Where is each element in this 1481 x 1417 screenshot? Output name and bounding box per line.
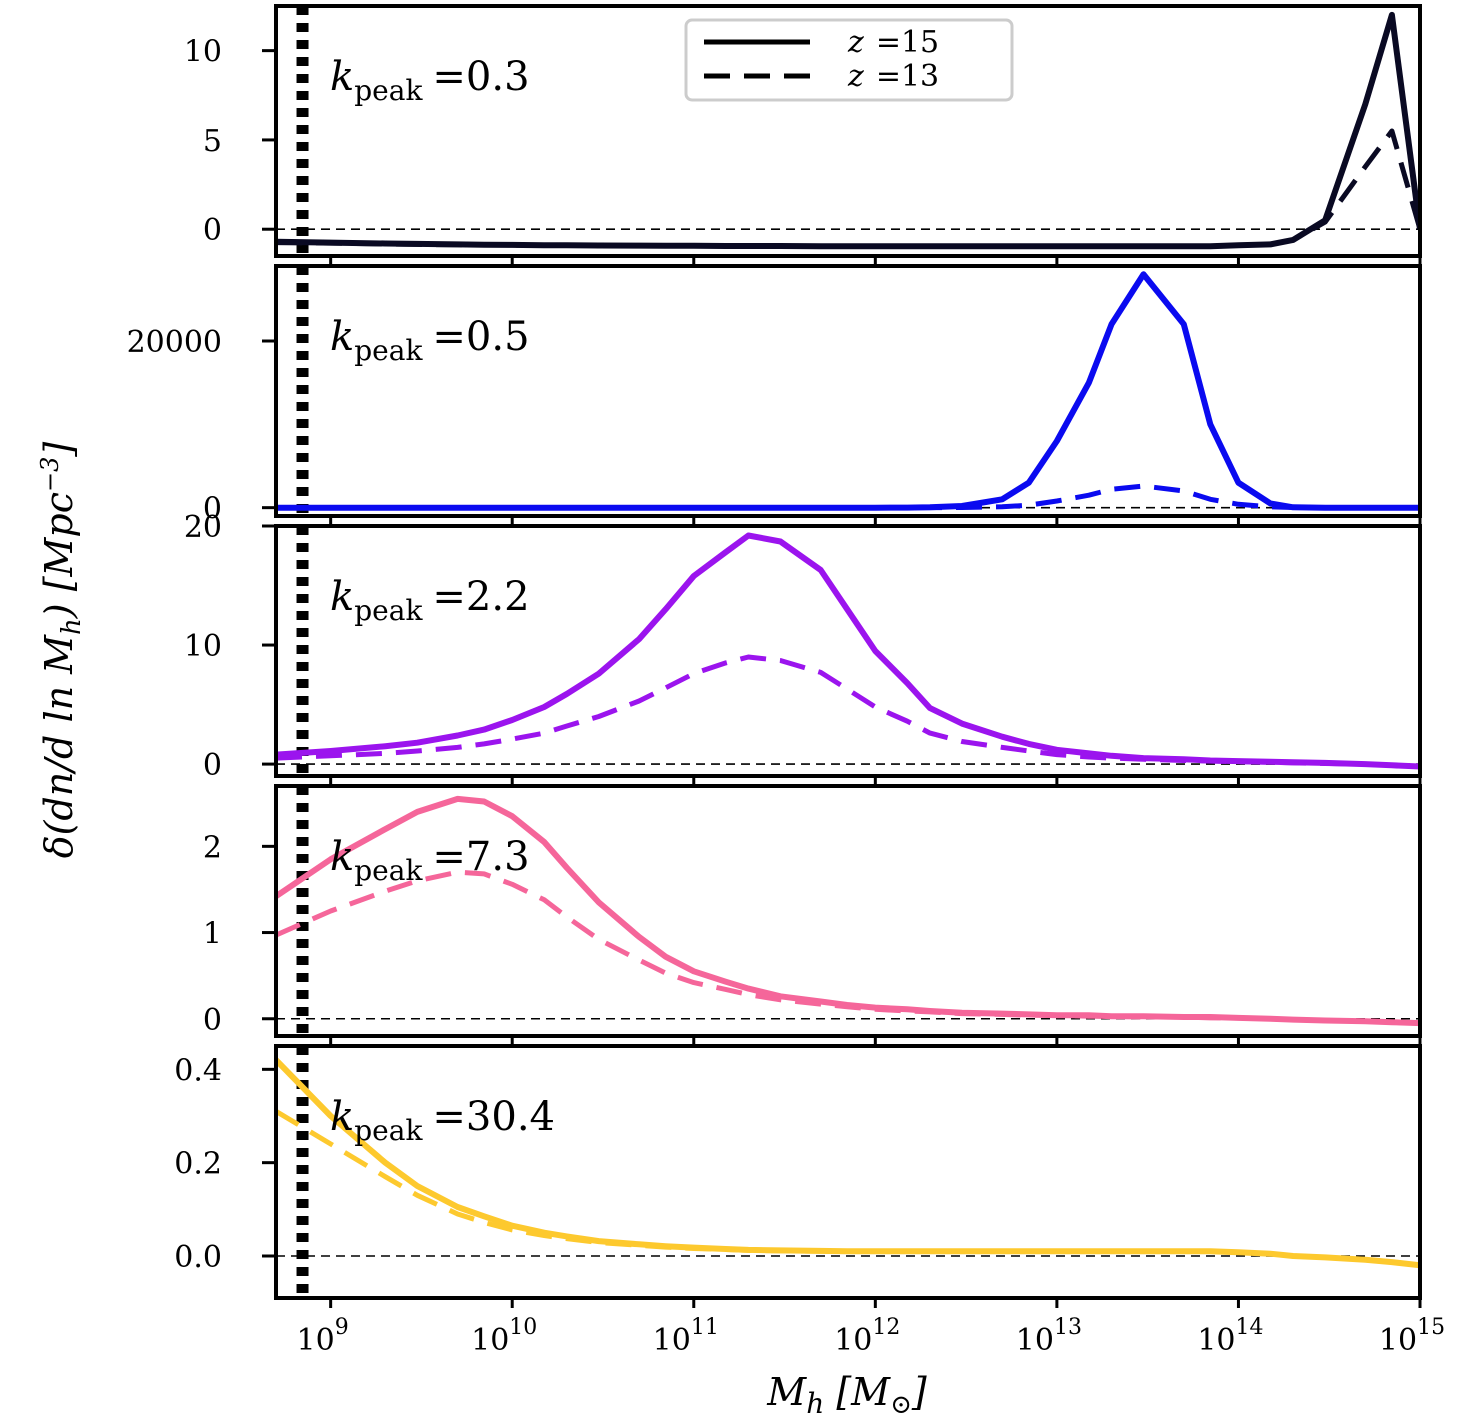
series-line-z13	[276, 869, 1420, 1026]
y-tick-label: 20	[184, 510, 222, 545]
panel-label: kpeak =7.3	[330, 834, 530, 887]
plot-area	[276, 6, 1420, 256]
series-line-z15	[276, 532, 1420, 770]
plot-area	[276, 1046, 1420, 1298]
panel-label: kpeak =2.2	[330, 574, 530, 627]
plot-area	[276, 266, 1420, 516]
legend: z =15z =13	[684, 18, 1014, 102]
legend-label: z =13	[847, 59, 939, 94]
x-tick-label: 1012	[834, 1315, 900, 1358]
series-line-z13	[276, 483, 1420, 511]
panel-4: 0 1 2 kpeak =7.3	[203, 784, 1422, 1046]
y-tick-label: 5	[203, 124, 222, 159]
x-tick-label: 1015	[1379, 1315, 1445, 1358]
y-tick-label: 10	[184, 629, 222, 664]
panel-frame	[274, 4, 1422, 258]
series-line-z15	[276, 1057, 1420, 1269]
y-tick-label: 2	[203, 830, 222, 865]
x-tick-label: 1013	[1016, 1315, 1082, 1358]
series-line-z13	[276, 128, 1420, 249]
panel-frame	[274, 524, 1422, 778]
series-line-z13	[276, 1109, 1420, 1268]
panel-label: kpeak =0.3	[330, 54, 530, 107]
panel-5: 0.0 0.2 0.4 kpeak =30.4	[174, 1044, 1422, 1308]
panel-1: 0 5 10 kpeak =0.3	[184, 4, 1422, 266]
y-tick-label: 0.4	[174, 1053, 222, 1088]
y-tick-label: 0	[203, 213, 222, 248]
y-tick-label: 0	[203, 1003, 222, 1038]
y-tick-label: 20000	[127, 325, 222, 360]
y-axis-title: δ(dn/d ln Mh) [Mpc−3]	[36, 442, 87, 859]
y-tick-label: 0.2	[174, 1147, 222, 1182]
panel-frame	[274, 784, 1422, 1038]
svg-text:δ(dn/d ln Mh) [Mpc−3]: δ(dn/d ln Mh) [Mpc−3]	[36, 442, 87, 859]
x-tick-label: 1011	[653, 1315, 719, 1358]
x-tick-label: 1014	[1197, 1315, 1263, 1358]
panel-label: kpeak =0.5	[330, 314, 530, 367]
panel-frame	[274, 264, 1422, 518]
panel-frame	[274, 1044, 1422, 1300]
y-tick-label: 0	[203, 492, 222, 527]
y-tick-label: 0	[203, 748, 222, 783]
x-axis-title: Mh [M⊙]	[766, 1370, 927, 1417]
plot-area	[276, 786, 1420, 1036]
x-tick-label: 109	[297, 1315, 349, 1358]
series-line-z15	[276, 271, 1420, 511]
plot-area	[276, 526, 1420, 776]
series-line-z15	[276, 795, 1420, 1027]
x-tick-label: 1010	[471, 1315, 537, 1358]
y-tick-label: 1	[203, 917, 222, 952]
legend-label: z =15	[847, 25, 939, 60]
svg-text:Mh [M⊙]: Mh [M⊙]	[766, 1370, 927, 1417]
panel-2: 0 20000 kpeak =0.5	[127, 264, 1422, 527]
panel-label: kpeak =30.4	[330, 1094, 555, 1147]
series-line-z13	[276, 654, 1420, 769]
y-tick-label: 0.0	[174, 1240, 222, 1275]
panel-3: 0 10 20 kpeak =2.2	[184, 510, 1422, 786]
y-tick-label: 10	[184, 35, 222, 70]
